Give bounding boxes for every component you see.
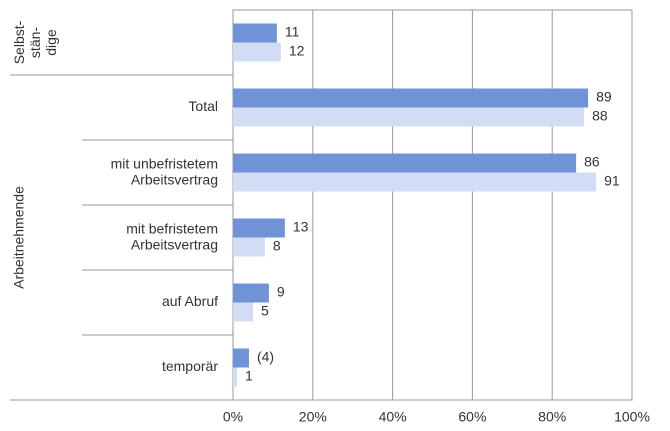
x-tick-label: 100%	[614, 409, 650, 425]
bar	[233, 42, 281, 62]
x-tick-label: 20%	[299, 409, 327, 425]
y-tick-label: temporär	[162, 358, 218, 374]
bar	[233, 23, 277, 43]
bar	[233, 237, 265, 257]
value-label: 9	[277, 284, 285, 300]
bar	[233, 218, 285, 238]
bar	[233, 283, 269, 303]
y-tick-label: Total	[188, 98, 218, 114]
value-label: 12	[289, 43, 305, 59]
group-label: Selbst-stän-dige	[11, 20, 59, 64]
plot-border	[232, 9, 633, 401]
value-label: 8	[273, 238, 281, 254]
y-tick-label: mit befristetem Arbeitsvertrag	[126, 220, 218, 252]
y-tick-label: auf Abruf	[162, 293, 218, 309]
bar	[233, 172, 597, 192]
value-label: 86	[584, 154, 600, 170]
value-label: 88	[592, 108, 608, 124]
bar	[233, 88, 589, 108]
x-tick-label: 40%	[379, 409, 407, 425]
value-label: 11	[285, 24, 300, 40]
value-label: 89	[596, 89, 612, 105]
value-label: 5	[261, 303, 269, 319]
x-tick-label: 80%	[538, 409, 566, 425]
value-label: 91	[604, 173, 620, 189]
bar	[233, 107, 585, 127]
bar	[233, 348, 249, 368]
x-tick-label: 60%	[458, 409, 486, 425]
value-label: 13	[293, 219, 309, 235]
x-tick-label: 0%	[223, 409, 243, 425]
bar	[233, 153, 577, 173]
bar	[233, 302, 253, 322]
y-tick-label: mit unbefristetem Arbeitsvertrag	[111, 155, 218, 187]
value-label: 1	[245, 368, 253, 384]
value-label: (4)	[257, 349, 274, 365]
group-label: Arbeitnehmende	[11, 186, 27, 289]
bar	[233, 367, 237, 387]
